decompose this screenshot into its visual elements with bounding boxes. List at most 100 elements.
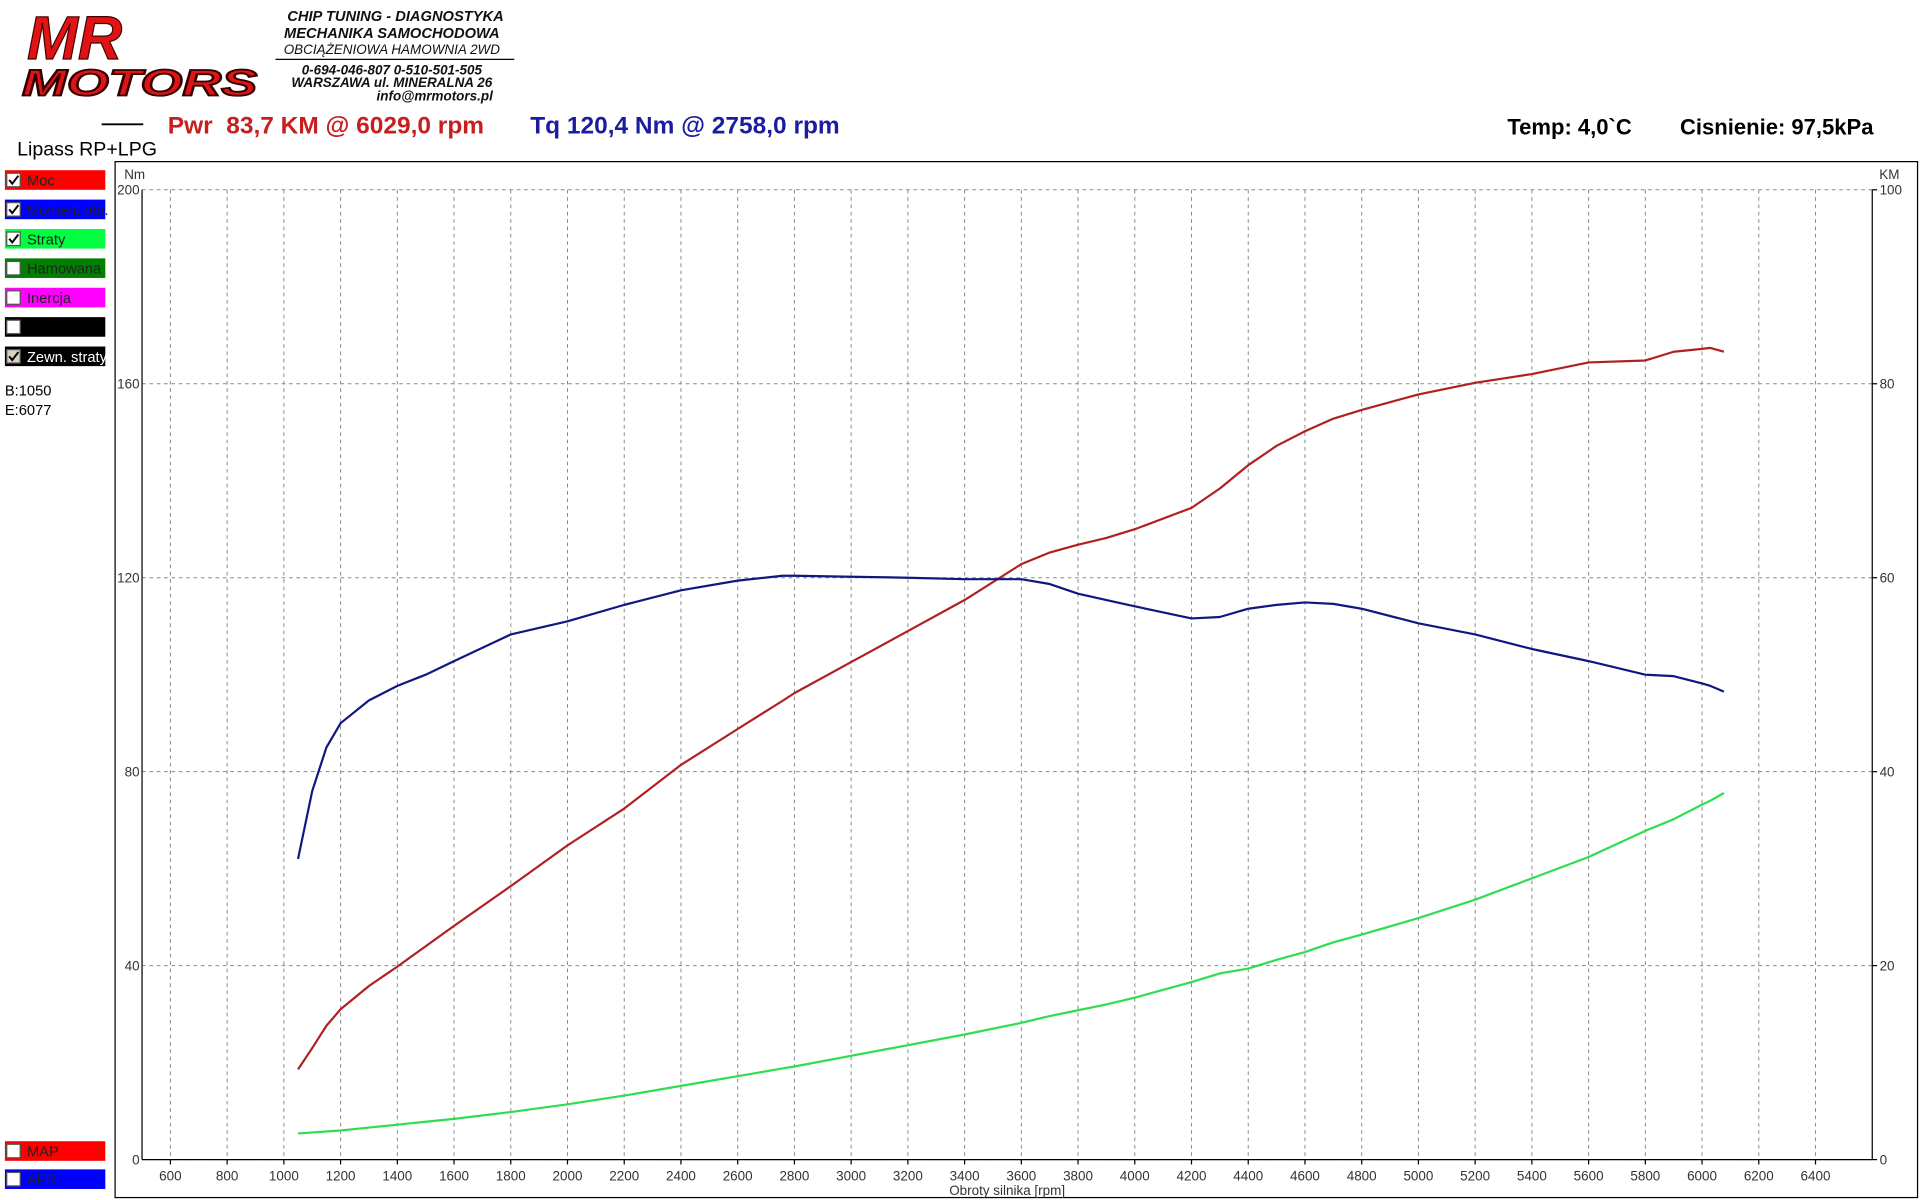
power-summary: Pwr 83,7 KM @ 6029,0 rpm: [168, 112, 484, 139]
x-tick-label: 6400: [1801, 1168, 1831, 1183]
y-tick-label: 160: [117, 377, 139, 392]
y-tick-label: 40: [125, 959, 140, 974]
toggle-button[interactable]: [4, 170, 106, 190]
y2-tick-label: 0: [1880, 1152, 1887, 1167]
checkbox[interactable]: [6, 290, 21, 305]
x-tick-label: 4600: [1290, 1168, 1320, 1183]
legend-toggle[interactable]: Moment obr.: [4, 199, 109, 220]
check-mark: [8, 351, 20, 362]
x-tick-label: 600: [159, 1168, 181, 1183]
checkbox[interactable]: [6, 1171, 21, 1187]
legend-toggle[interactable]: Inercja: [4, 287, 106, 308]
checkbox[interactable]: [6, 172, 21, 188]
x-tick-label: 800: [216, 1168, 238, 1183]
toggle-label: Zewn. straty: [27, 350, 108, 366]
y-tick-label: 80: [125, 765, 140, 780]
toggle-button[interactable]: [4, 346, 106, 367]
x-tick-label: 5200: [1460, 1168, 1490, 1183]
legend-toggle[interactable]: AFR: [4, 1169, 106, 1189]
x-tick-label: 1600: [439, 1168, 469, 1183]
plot: 600 800 1000 1200 1400 1600 1800 2000 2200 2400 26…: [117, 167, 1902, 1198]
logo-bottom: MOTORS: [22, 63, 258, 104]
toggle-label: Straty: [27, 232, 66, 248]
x-tick-label: 5000: [1403, 1168, 1433, 1183]
x-tick-label: 5400: [1517, 1168, 1547, 1183]
toggle-label: Inercja: [27, 291, 72, 307]
x-tick-label: 3400: [950, 1168, 980, 1183]
x-tick-label: 3200: [893, 1168, 923, 1183]
checkbox[interactable]: [6, 1143, 21, 1159]
x-tick-label: 6000: [1687, 1168, 1717, 1183]
contact-line: 0-694-046-807 0-510-501-505: [302, 63, 483, 78]
toggle-label: AFR: [27, 1173, 56, 1189]
toggle-button[interactable]: [4, 258, 106, 278]
toggle-button[interactable]: [4, 287, 106, 308]
plot-frame: [114, 161, 1919, 1199]
y2-tick-label: 100: [1880, 183, 1902, 198]
logo-top: MR: [27, 4, 122, 72]
checkbox[interactable]: [6, 231, 21, 247]
checkbox[interactable]: [6, 202, 21, 217]
x-tick-label: 5600: [1574, 1168, 1604, 1183]
x-tick-label: 3800: [1063, 1168, 1093, 1183]
y-tick-label: 120: [117, 571, 139, 586]
run-name: Lipass RP+LPG: [17, 139, 157, 161]
legend-toggle[interactable]: Zewn. straty: [4, 346, 108, 367]
torque-summary: Tq 120,4 Nm @ 2758,0 rpm: [530, 112, 839, 139]
x-tick-label: 4800: [1347, 1168, 1377, 1183]
toggle-button[interactable]: [4, 1141, 106, 1161]
x-tick-label: 4000: [1120, 1168, 1150, 1183]
toggles: Moc Moment obr. Straty Hamowana Inercja Zewn.…: [4, 170, 109, 1189]
legend-toggle[interactable]: Straty: [4, 228, 106, 249]
legend-toggle[interactable]: Moc: [4, 170, 106, 190]
y2-tick-label: 80: [1880, 377, 1895, 392]
checkbox[interactable]: [6, 348, 21, 364]
contact-line: WARSZAWA ul. MINERALNA 26: [291, 75, 492, 90]
x-tick-label: 1200: [326, 1168, 356, 1183]
toggle-button[interactable]: [4, 1169, 106, 1189]
x-tick-label: 4200: [1177, 1168, 1207, 1183]
x-tick-label: 2200: [609, 1168, 639, 1183]
toggle-label: Moment obr.: [27, 203, 109, 219]
toggle-button[interactable]: [4, 317, 106, 337]
legend-toggle[interactable]: MAP: [4, 1141, 106, 1161]
x-tick-label: 2400: [666, 1168, 696, 1183]
x-tick-label: 5800: [1630, 1168, 1660, 1183]
toggle-label: Moc: [27, 174, 55, 190]
check-mark: [8, 204, 20, 215]
legend-toggle[interactable]: Hamowana: [4, 258, 106, 278]
x-tick-label: 4400: [1233, 1168, 1263, 1183]
x-tick-label: 1400: [382, 1168, 412, 1183]
y-tick-label: 0: [132, 1152, 139, 1167]
series-line: [296, 574, 1725, 860]
toggle-button[interactable]: [4, 199, 106, 220]
y2-tick-label: 40: [1880, 765, 1895, 780]
range-begin: B:1050: [5, 384, 52, 400]
x-tick-label: 2800: [779, 1168, 809, 1183]
check-mark: [8, 175, 20, 186]
checkbox[interactable]: [6, 319, 21, 335]
toggle-label: MAP: [27, 1145, 59, 1161]
toggle-label: Hamowana: [27, 262, 102, 278]
header-line: CHIP TUNING - DIAGNOSTYKA: [287, 9, 504, 25]
y2-tick-label: 20: [1880, 959, 1895, 974]
y-axis-label: Nm: [124, 167, 145, 182]
checkbox[interactable]: [6, 260, 21, 276]
header-line: OBCIĄŻENIOWA HAMOWNIA 2WD: [284, 42, 501, 57]
legend-toggle[interactable]: [4, 317, 106, 337]
x-tick-label: 1800: [496, 1168, 526, 1183]
x-tick-label: 3600: [1006, 1168, 1036, 1183]
header-line: MECHANIKA SAMOCHODOWA: [284, 26, 500, 42]
x-tick-label: 3000: [836, 1168, 866, 1183]
y2-tick-label: 60: [1880, 571, 1895, 586]
check-mark: [8, 233, 20, 245]
y2-axis-label: KM: [1879, 167, 1899, 182]
x-tick-label: 2000: [553, 1168, 583, 1183]
pressure: Cisnienie: 97,5kPa: [1680, 115, 1874, 140]
x-tick-label: 6200: [1744, 1168, 1774, 1183]
x-axis-label: Obroty silnika [rpm]: [949, 1183, 1065, 1198]
toggle-button[interactable]: [4, 228, 106, 249]
y-tick-label: 200: [117, 183, 139, 198]
